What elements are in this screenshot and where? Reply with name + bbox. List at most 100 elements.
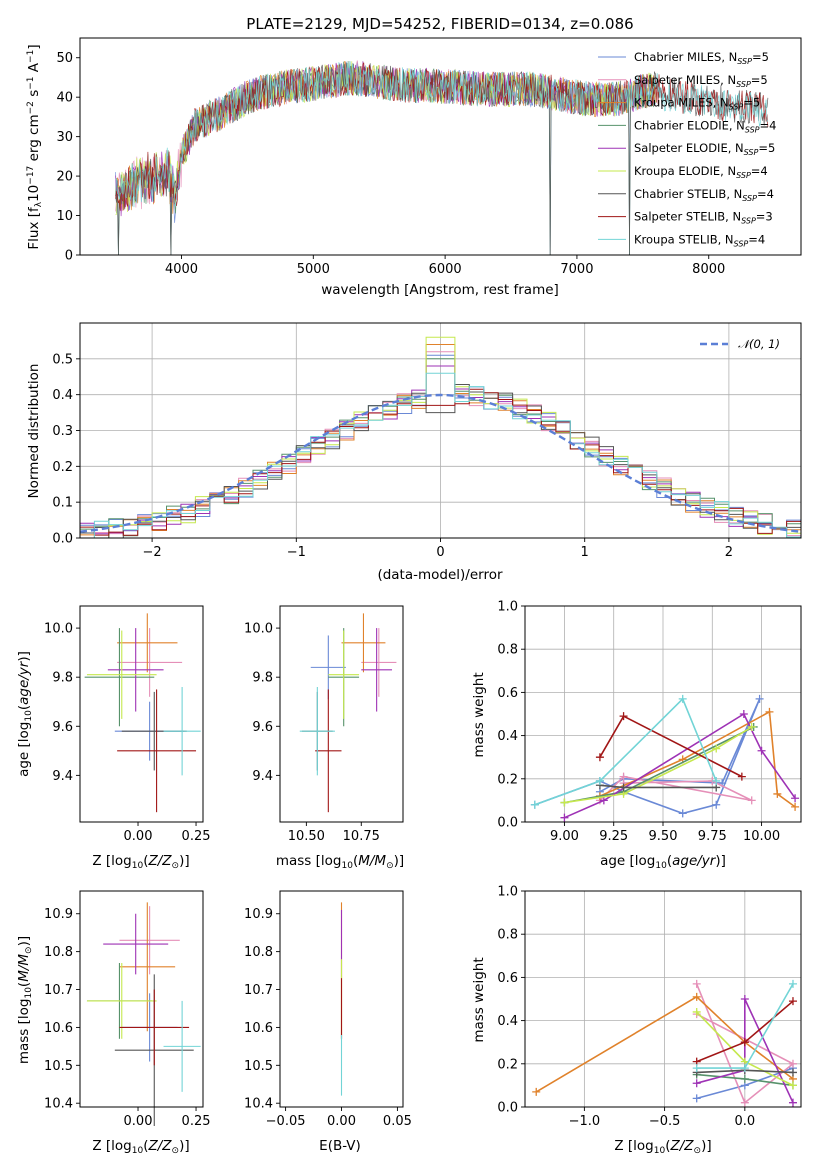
legend-label-kroupa_miles: Kroupa MILES, NSSP=5: [634, 96, 760, 112]
zmass-ytick-label: 10.7: [44, 983, 73, 998]
wz-line-kroupa_miles: [535, 995, 794, 1093]
zage-frame: [79, 605, 204, 823]
zmass-ytick-label: 10.6: [44, 1021, 73, 1036]
wage-xtick-label: 9.75: [698, 829, 727, 844]
emass-ytick-label: 10.6: [244, 1021, 273, 1036]
wage-ytick-label: 1.0: [497, 600, 518, 615]
wz-xlabel: Z [log10(Z/Z⊙)]: [614, 1138, 711, 1156]
spectrum-ytick-label: 0: [65, 249, 73, 264]
wz-marker-kroupa_stelib: [788, 979, 797, 988]
spectrum-ticks: 4000 5000 6000 7000 8000 0 10 20 30 40 50: [56, 51, 725, 277]
histogram-xtick-label: −2: [143, 545, 162, 560]
legend-text: Chabrier ELODIE, N: [634, 118, 745, 132]
legend-label-salpeter_elodie: Salpeter ELODIE, NSSP=5: [634, 141, 775, 157]
wage-ylabel: mass weight: [471, 672, 487, 757]
legend-subscript: SSP: [742, 194, 757, 203]
weight-vs-age-panel: 9.00 9.25 9.50 9.75 10.00 0.0 0.2 0.4 0.6 0.8 1.0: [497, 600, 802, 844]
wage-marker-chabrier_miles: [755, 694, 764, 703]
wz-marker-kroupa_miles: [532, 1087, 541, 1096]
spectrum-title: PLATE=2129, MJD=54252, FIBERID=0134, z=0…: [246, 15, 633, 33]
wage-xtick-label: 9.50: [649, 829, 678, 844]
wz-ytick-label: 0.2: [497, 1057, 518, 1072]
wage-ytick-label: 0.6: [497, 686, 518, 701]
mage-ytick-label: 9.6: [252, 720, 273, 735]
wage-marker-chabrier_miles: [678, 809, 687, 818]
spectrum-xtick-label: 4000: [165, 262, 198, 277]
zage-xlabel: Z [log10(Z/Z⊙)]: [92, 853, 189, 871]
zage-ylabel: age [log10(age/yr)]: [16, 651, 34, 777]
age-vs-metallicity-panel: 0.00 0.25 9.4 9.6 9.8 10.0: [44, 605, 211, 844]
wz-xtick-label: −0.5: [649, 1114, 681, 1129]
histogram-steps: [80, 336, 801, 539]
wage-marker-salpeter_miles: [747, 796, 756, 805]
zmass-xtick-label: 0.25: [182, 1114, 211, 1129]
wage-line-chabrier_stelib: [599, 784, 717, 789]
wage-xtick-label: 9.00: [550, 829, 579, 844]
legend-text: Kroupa ELODIE, N: [634, 164, 736, 178]
wz-line-salpeter_elodie: [696, 998, 794, 1104]
spectrum-xtick-label: 7000: [560, 262, 593, 277]
zmass-ylabel: mass [log10(M/M⊙)]: [16, 936, 34, 1064]
wage-marker-salpeter_stelib: [619, 712, 628, 721]
spectrum-ylabel: Flux [fλ10−17 erg cm−2 s−1 A−1]: [26, 44, 44, 249]
legend-label-chabrier_stelib: Chabrier STELIB, NSSP=4: [634, 187, 774, 203]
wage-marker-salpeter_elodie: [560, 813, 569, 822]
wage-marker-kroupa_elodie: [560, 798, 569, 807]
legend-n-value: =5: [758, 141, 775, 155]
wage-ytick-label: 0.4: [497, 729, 518, 744]
legend-label-kroupa_stelib: Kroupa STELIB, NSSP=4: [634, 232, 765, 248]
zage-xtick-label: 0.25: [182, 829, 211, 844]
legend-label-chabrier_elodie: Chabrier ELODIE, NSSP=4: [634, 118, 776, 134]
wz-ylabel: mass weight: [471, 957, 487, 1042]
mass-vs-metallicity-panel: 0.00 0.25 10.4 10.5 10.6 10.7 10.8 10.9: [44, 890, 211, 1129]
zage-ytick-label: 9.6: [52, 720, 73, 735]
legend-label-salpeter_miles: Salpeter MILES, NSSP=5: [634, 73, 768, 89]
emass-ytick-label: 10.4: [244, 1097, 273, 1112]
zmass-frame: [79, 890, 204, 1108]
legend-subscript: SSP: [734, 239, 749, 248]
wz-marker-kroupa_stelib: [740, 1064, 749, 1073]
wz-ytick-label: 0.8: [497, 928, 518, 943]
mage-frame: [279, 605, 404, 823]
spectrum-xlabel: wavelength [Angstrom, rest frame]: [321, 282, 559, 298]
wage-marker-kroupa_stelib: [595, 776, 604, 785]
histogram-ytick-label: 0.3: [52, 424, 73, 439]
legend-text: Kroupa MILES, N: [634, 96, 729, 110]
histogram-ytick-label: 0.5: [52, 352, 73, 367]
wage-marker-kroupa_miles: [773, 789, 782, 798]
wz-frame: [524, 890, 802, 1108]
spectrum-xtick-label: 8000: [692, 262, 725, 277]
histogram-xlabel: (data-model)/error: [377, 567, 503, 583]
histogram-ytick-label: 0.0: [52, 532, 73, 547]
mage-ytick-label: 9.8: [252, 671, 273, 686]
residual-histogram-panel: −2 −1 0 1 2 0.0 0.1 0.2 0.3 0.4 0.5 (data-model)/e…: [26, 322, 802, 583]
zmass-xlabel: Z [log10(Z/Z⊙)]: [92, 1138, 189, 1156]
spectrum-xtick-label: 5000: [297, 262, 330, 277]
legend-label-salpeter_stelib: Salpeter STELIB, NSSP=3: [634, 210, 773, 226]
emass-xtick-label: 0.05: [383, 1114, 412, 1129]
zage-ytick-label: 9.4: [52, 769, 73, 784]
weight-vs-metallicity-panel: −1.0 −0.5 0.0 0.0 0.2 0.4 0.6 0.8 1.0: [497, 885, 802, 1129]
wage-marker-kroupa_miles: [791, 802, 800, 811]
mage-xtick-label: 10.75: [343, 829, 380, 844]
wz-marker-salpeter_miles: [788, 1059, 797, 1068]
spectrum-lines: [115, 60, 769, 256]
histogram-xtick-label: 2: [725, 545, 733, 560]
wage-ytick-label: 0.2: [497, 772, 518, 787]
wage-marker-salpeter_elodie: [757, 746, 766, 755]
legend-text: Salpeter STELIB, N: [634, 210, 741, 224]
legend-subscript: SSP: [745, 125, 760, 134]
legend-n-value: =5: [743, 96, 760, 110]
wz-marker-kroupa_elodie: [692, 1007, 701, 1016]
legend-subscript: SSP: [741, 217, 756, 226]
emass-xtick-label: 0.00: [327, 1114, 356, 1129]
wz-ytick-label: 0.0: [497, 1101, 518, 1116]
legend-subscript: SSP: [737, 57, 752, 66]
histogram-ylabel: Normed distribution: [26, 364, 42, 499]
emass-ytick-label: 10.7: [244, 983, 273, 998]
legend-text: Kroupa STELIB, N: [634, 232, 734, 246]
wage-marker-salpeter_elodie: [739, 710, 748, 718]
histogram-step-kroupa_stelib: [80, 372, 801, 539]
